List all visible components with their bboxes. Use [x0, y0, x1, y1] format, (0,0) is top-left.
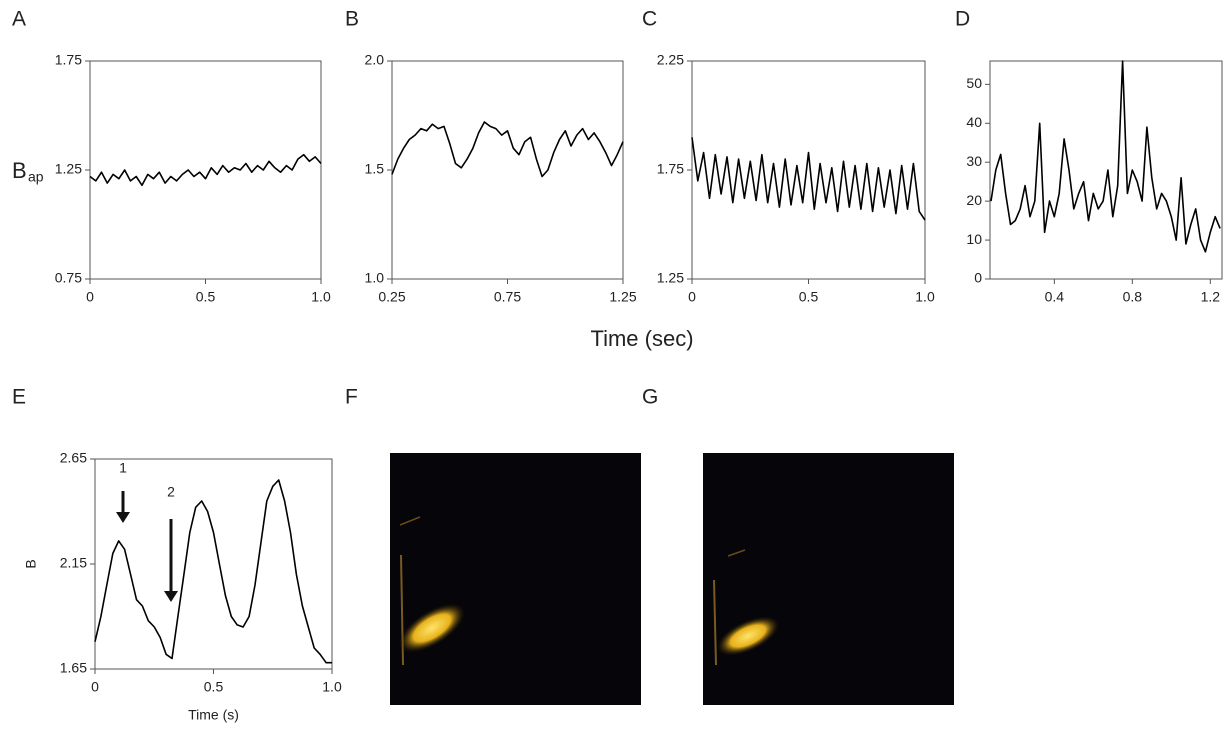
- arrow-head: [164, 591, 178, 602]
- panel-letter: A: [12, 8, 26, 31]
- y-tick-label: 0: [974, 270, 982, 286]
- x-tick-label: 0.25: [378, 289, 405, 305]
- panel-letter: E: [12, 386, 26, 409]
- y-tick-label: 1.75: [55, 52, 82, 68]
- panel-letter: D: [955, 8, 970, 31]
- y-axis-label-sub: ap: [28, 169, 44, 185]
- y-tick-label: 1.5: [365, 161, 385, 177]
- plot-frame: [94, 458, 333, 670]
- y-tick-label: 2.0: [365, 52, 385, 68]
- y-tick-label: 20: [966, 192, 982, 208]
- x-tick-label: 0.5: [204, 679, 224, 695]
- image-panel: [703, 453, 954, 705]
- panel-letter: C: [642, 8, 657, 31]
- x-tick-label: 1.2: [1201, 289, 1221, 305]
- panel-letter: F: [345, 386, 358, 409]
- plot-frame: [989, 60, 1223, 280]
- y-axis-label: B: [12, 158, 27, 183]
- x-tick-label: 0: [688, 289, 696, 305]
- data-line: [391, 121, 624, 178]
- y-tick-label: 2.65: [60, 450, 87, 466]
- x-tick-label: 0: [91, 679, 99, 695]
- image-panel: [390, 453, 641, 705]
- x-tick-label: 1.0: [915, 289, 935, 305]
- x-tick-label: 1.25: [609, 289, 636, 305]
- y-tick-label: 50: [966, 75, 982, 91]
- arrow-head: [116, 512, 130, 523]
- x-tick-label: 0.4: [1045, 289, 1065, 305]
- y-tick-label: 1.0: [365, 270, 385, 286]
- x-tick-label: 0.5: [799, 289, 819, 305]
- panel-letter: G: [642, 386, 658, 409]
- y-tick-label: 40: [966, 114, 982, 130]
- y-tick-label: 1.65: [60, 660, 87, 676]
- x-axis-label: Time (sec): [590, 326, 693, 351]
- data-line: [990, 60, 1221, 253]
- annotation: 2: [167, 484, 175, 500]
- y-tick-label: 1.75: [657, 161, 684, 177]
- y-tick-label: 30: [966, 153, 982, 169]
- x-tick-label: 0.8: [1123, 289, 1143, 305]
- y-tick-label: 0.75: [55, 270, 82, 286]
- data-line: [89, 153, 322, 187]
- y-tick-label: 2.15: [60, 555, 87, 571]
- x-tick-label: 1.0: [311, 289, 331, 305]
- y-tick-label: 2.25: [657, 52, 684, 68]
- x-tick-label: 0.5: [196, 289, 216, 305]
- y-tick-label: 1.25: [657, 270, 684, 286]
- x-tick-label: 1.0: [322, 679, 342, 695]
- panel-letter: B: [345, 8, 359, 31]
- data-line: [94, 479, 332, 664]
- annotation: 1: [119, 460, 127, 476]
- y-tick-label: 1.25: [55, 161, 82, 177]
- y-tick-label: 10: [966, 231, 982, 247]
- x-tick-label: 0: [86, 289, 94, 305]
- plot-frame: [391, 60, 624, 280]
- x-tick-label: 0.75: [494, 289, 521, 305]
- y-axis-label: B: [23, 559, 39, 568]
- data-line: [691, 137, 926, 221]
- x-axis-label: Time (s): [188, 707, 239, 723]
